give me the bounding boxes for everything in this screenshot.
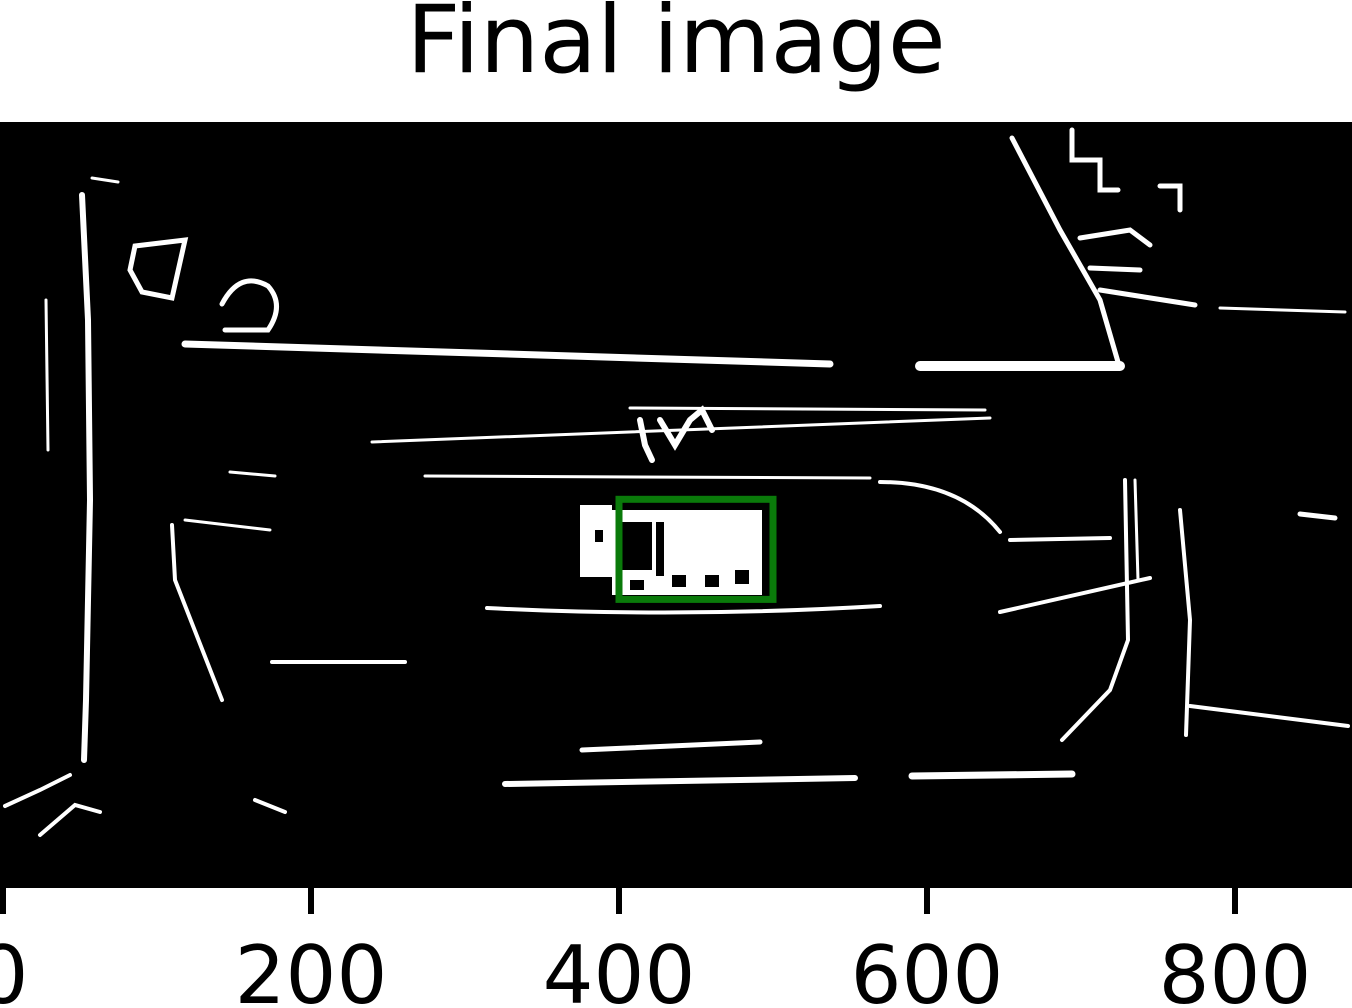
- x-tick-label: 0: [0, 929, 28, 1008]
- image-panel: [0, 122, 1352, 888]
- edge-left-light: [228, 470, 277, 478]
- edge-right-vertical-2: [1178, 508, 1193, 737]
- plate-gap-7: [735, 570, 749, 584]
- plate-blob-bottom: [612, 585, 762, 595]
- x-tick-label: 800: [1159, 929, 1312, 1008]
- edge-left-lamp: [127, 237, 189, 301]
- edge-right-cluster: [1069, 127, 1198, 308]
- edge-left-diag: [170, 523, 224, 702]
- edge-lower-left-noise: [3, 773, 287, 837]
- edge-left-mirror: [219, 278, 279, 333]
- x-tick-label: 200: [235, 929, 388, 1008]
- plate-gaps: [595, 522, 749, 590]
- chart-title: Final image: [406, 0, 945, 95]
- edge-emblem: [637, 405, 715, 463]
- edge-lower-3: [908, 770, 1076, 780]
- plate-gap-1: [595, 530, 603, 542]
- x-tick-label: 600: [851, 929, 1004, 1008]
- edge-lower-1: [579, 739, 763, 753]
- plate-gap-3: [656, 522, 664, 576]
- plate-detection-box: [615, 495, 777, 603]
- edge-right-panel: [1008, 536, 1112, 542]
- x-tick-label: 400: [543, 929, 696, 1008]
- edge-far-right: [1218, 306, 1347, 314]
- edge-trunk-line: [181, 340, 834, 368]
- edge-right-vertical: [1060, 478, 1131, 742]
- plate-gap-4: [630, 580, 644, 590]
- edge-right-lower: [1188, 704, 1350, 728]
- edge-bumper-arc: [485, 604, 882, 615]
- plate-gap-2: [622, 522, 652, 570]
- edge-left-light-2: [183, 518, 272, 532]
- edge-lines: [3, 127, 1350, 837]
- plate-gap-6: [705, 575, 719, 587]
- edge-right-mid: [1297, 511, 1338, 521]
- edge-right-vertical-3: [1133, 478, 1140, 582]
- edge-right-curve: [878, 480, 1002, 534]
- edge-left-pillar-2: [44, 298, 50, 452]
- plate-gap-5: [672, 575, 686, 587]
- edge-left-pillar: [79, 192, 94, 763]
- edge-lower-2: [502, 775, 858, 787]
- edge-mid-line-2: [423, 474, 872, 480]
- image-background: [0, 122, 1352, 888]
- edge-left-small: [90, 176, 120, 184]
- x-axis: 0 200 400 600 800: [0, 888, 1311, 1008]
- edge-right-pillar: [1009, 135, 1121, 365]
- edge-upper-bumper: [628, 406, 987, 412]
